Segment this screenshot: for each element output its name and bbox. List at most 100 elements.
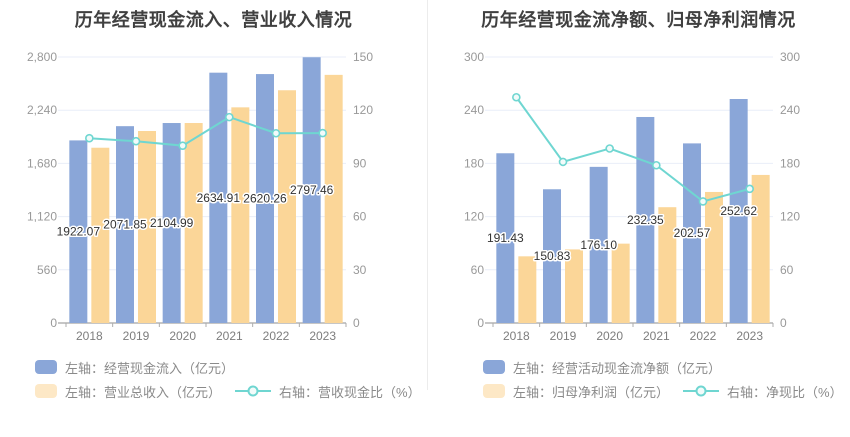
bar-value-label: 2071.85 [103,218,147,232]
x-axis-label: 2019 [123,329,150,343]
left-axis-tick-label: 180 [464,156,484,170]
line-point[interactable] [271,128,281,138]
line-point[interactable] [605,144,614,153]
legend-left: 左轴：经营现金流入（亿元） 左轴：营业总收入（亿元） 右轴：营收现金比（%） [35,355,421,403]
legend-row: 左轴：经营活动现金流净额（亿元） [483,355,843,379]
bar-primary[interactable] [729,99,748,323]
chart-title-left: 历年经营现金流入、营业收入情况 [74,10,353,30]
bar-value-label: 2620.26 [243,192,287,206]
bar-primary[interactable] [636,116,655,323]
right-axis-tick-label: 90 [353,156,367,170]
bar-value-label: 2634.91 [197,191,241,205]
bar-primary[interactable] [256,74,274,323]
legend-line-dot [247,385,259,397]
legend-swatch-cash-inflow[interactable] [35,360,57,374]
bar-value-label: 2104.99 [150,216,194,230]
line-point[interactable] [745,184,754,194]
bar-secondary[interactable] [611,243,630,323]
left-axis-tick-label: 60 [471,263,485,277]
legend-right: 左轴：经营活动现金流净额（亿元） 左轴：归母净利润（亿元） 右轴：净现比（%） [483,355,843,403]
bar-primary[interactable] [209,72,228,323]
right-axis-tick-label: 120 [353,103,373,117]
cash-inflow-revenue-chart: 2,800 150 2,240 120 1,680 90 1,120 60 560 30 0 0 201… [27,50,373,343]
legend-label-cash-ratio[interactable]: 右轴：营收现金比（%） [279,384,421,400]
legend-line-marker-cash-ratio[interactable] [235,384,272,398]
legend-swatch-net-profit[interactable] [483,384,505,398]
legend-row: 左轴：营业总收入（亿元） 右轴：营收现金比（%） [35,379,421,403]
right-axis-tick-label: 240 [780,103,800,117]
legend-line-dot [695,385,707,397]
x-axis-label: 2021 [216,329,243,343]
bar-secondary[interactable] [324,74,343,323]
legend-label-net-cashflow[interactable]: 左轴：经营活动现金流净额（亿元） [513,360,722,376]
legend-swatch-revenue[interactable] [35,384,57,398]
legend-label-net-ratio[interactable]: 右轴：净现比（%） [727,384,843,400]
cash-inflow-revenue-panel: 历年经营现金流入、营业收入情况 2,800 150 2,240 120 1,680 90 1… [27,10,421,403]
right-axis-tick-label: 120 [780,210,800,224]
bar-primary[interactable] [543,189,561,323]
left-axis-tick-label: 240 [464,103,484,117]
bar-secondary[interactable] [705,191,723,323]
bar-secondary[interactable] [518,256,537,323]
legend-label-cash-inflow[interactable]: 左轴：经营现金流入（亿元） [65,360,235,376]
net-cashflow-profit-panel: 历年经营现金流净额、归母净利润情况 300 300 240 240 180 180 120 1… [427,0,850,437]
right-axis-tick-label: 150 [353,50,373,64]
legend-row: 左轴：归母净利润（亿元） 右轴：净现比（%） [483,379,843,403]
bar-secondary[interactable] [565,249,583,323]
x-axis-label: 2018 [76,329,103,343]
left-axis-tick-label: 560 [37,263,57,277]
bar-primary[interactable] [496,153,515,323]
left-axis-tick-label: 120 [464,210,484,224]
line-point[interactable] [225,112,234,122]
x-axis-label: 2023 [309,329,336,343]
left-axis-tick-label: 2,240 [27,103,57,117]
line-point[interactable] [698,197,708,206]
bar-value-label: 150.83 [534,249,571,263]
trend-line [515,96,750,203]
bar-secondary[interactable] [91,147,110,323]
trend-line [89,116,323,147]
legend-label-revenue[interactable]: 左轴：营业总收入（亿元） [65,384,222,400]
bar-value-label: 252.62 [720,204,757,218]
bar-primary[interactable] [69,140,88,323]
x-axis-label: 2020 [596,329,623,343]
legend-label-net-profit[interactable]: 左轴：归母净利润（亿元） [513,384,670,400]
right-axis-tick-label: 60 [353,210,367,224]
bar-primary[interactable] [116,126,134,323]
legend-line-marker-net-ratio[interactable] [683,384,720,398]
bar-primary[interactable] [162,123,181,324]
bar-value-label: 202.57 [674,226,711,240]
line-point[interactable] [558,157,568,167]
bar-value-label: 2797.46 [290,183,334,197]
bar-secondary[interactable] [138,131,156,323]
left-axis-tick-label: 300 [464,50,484,64]
right-axis-tick-label: 300 [780,50,800,64]
line-point[interactable] [178,141,187,150]
bar-secondary[interactable] [658,207,677,323]
line-point[interactable] [85,133,94,143]
right-axis-tick-label: 30 [353,263,367,277]
bar-primary[interactable] [589,166,608,323]
net-cashflow-profit-chart: 300 300 240 240 180 180 120 120 60 60 0 0 2018 2019 20… [464,50,800,343]
legend-swatch-net-cashflow[interactable] [483,360,505,374]
line-point[interactable] [318,128,327,138]
line-point[interactable] [131,136,141,146]
line-point[interactable] [512,92,521,102]
left-axis-tick-label: 0 [50,316,57,330]
x-axis-label: 2019 [550,329,577,343]
line-point[interactable] [652,160,661,170]
x-axis-label: 2023 [736,329,763,343]
x-axis-label: 2021 [643,329,670,343]
right-axis-tick-label: 0 [353,316,360,330]
bar-secondary[interactable] [231,107,250,323]
bar-secondary[interactable] [278,90,296,323]
left-axis-tick-label: 0 [477,316,484,330]
right-axis-tick-label: 0 [780,316,787,330]
right-axis-tick-label: 180 [780,156,800,170]
bar-secondary[interactable] [751,174,770,323]
x-axis-label: 2018 [503,329,530,343]
bar-secondary[interactable] [184,123,203,324]
bar-primary[interactable] [302,57,321,323]
bar-value-label: 176.10 [580,238,617,252]
